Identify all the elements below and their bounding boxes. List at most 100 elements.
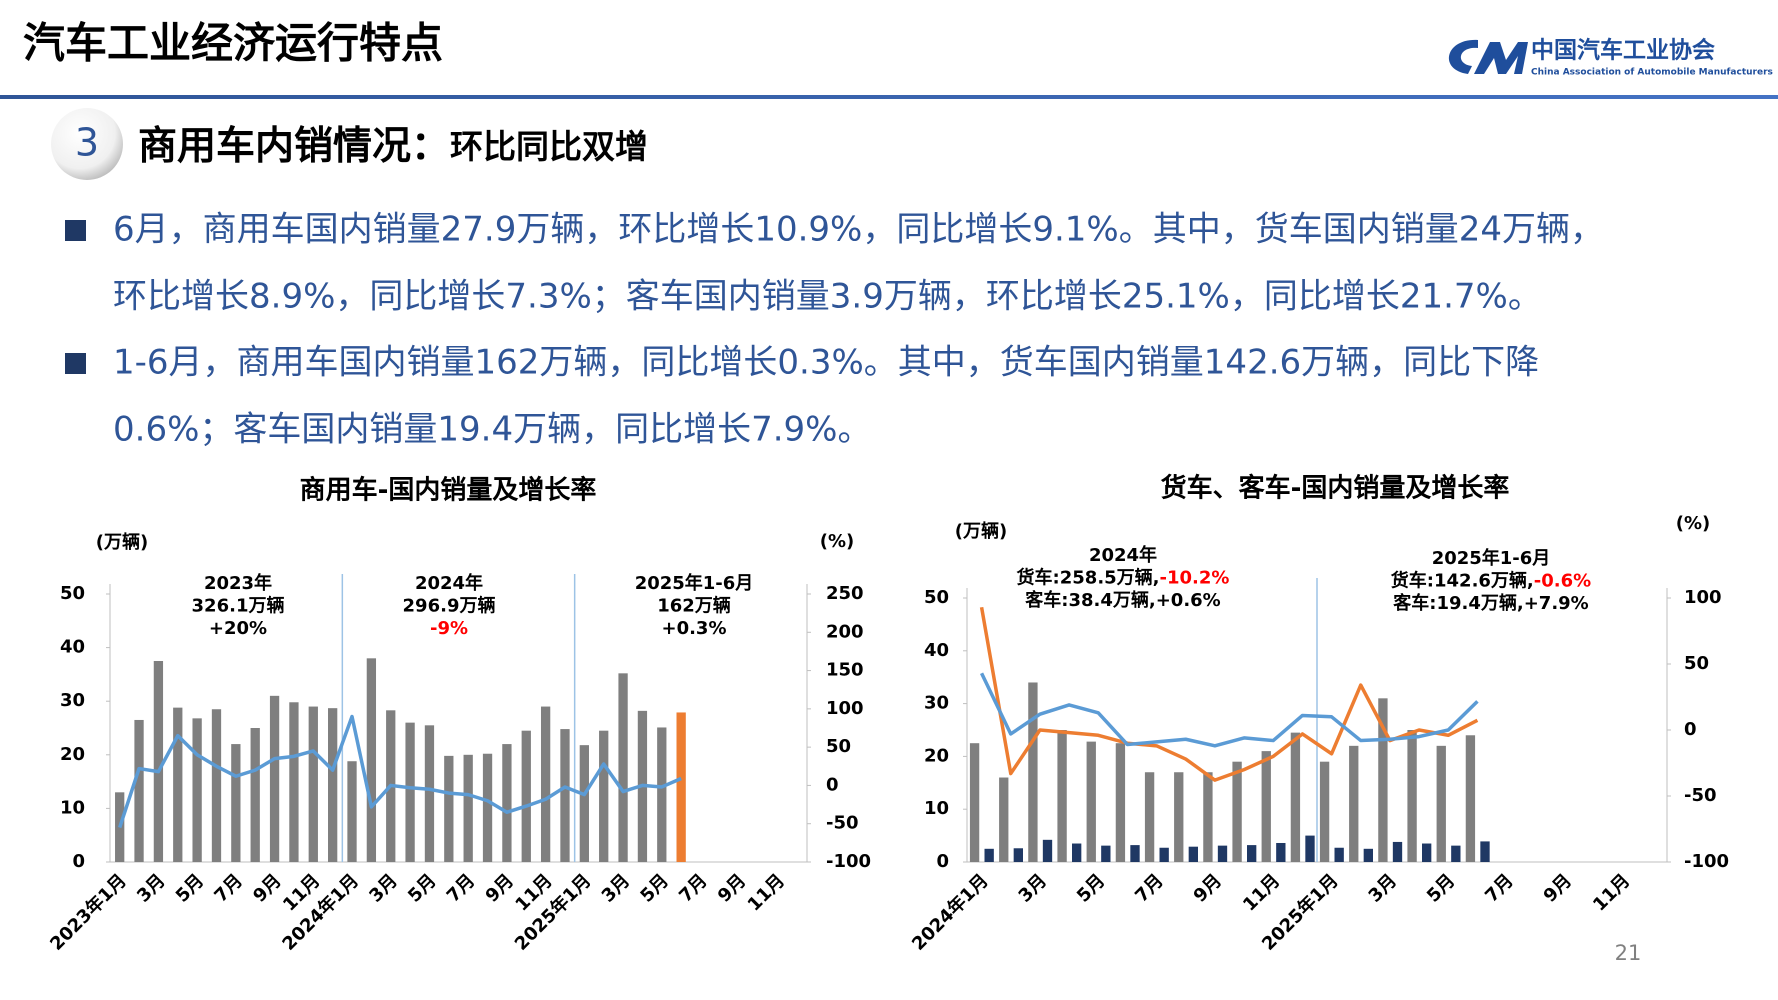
annotation-text: 2024年: [415, 572, 483, 594]
bar: [502, 744, 512, 862]
bar: [1217, 845, 1228, 862]
bullet-line: 0.6%；客车国内销量19.4万辆，同比增长7.9%。: [113, 410, 871, 450]
annotation-line: 2024年: [415, 572, 483, 594]
bar: [1305, 835, 1315, 862]
x-tick-label: 5月: [1073, 870, 1109, 906]
bar: [521, 730, 531, 862]
x-tick-label: 7月: [443, 870, 479, 906]
y2-tick-label: 100: [826, 698, 864, 719]
annotation-line: 货车:258.5万辆,-10.2%: [1017, 567, 1230, 589]
chart-title: 商用车-国内销量及增长率: [300, 475, 597, 506]
bar: [482, 753, 493, 862]
x-tick-label: 3月: [133, 870, 169, 906]
x-tick-label: 5月: [404, 870, 440, 906]
y-axis-label: (万辆): [955, 520, 1007, 542]
bar: [1042, 839, 1053, 862]
bar: [1261, 751, 1271, 862]
y2-tick-label: 250: [826, 583, 864, 604]
x-tick-label: 5月: [1423, 870, 1459, 906]
bar: [308, 706, 318, 862]
bar: [1188, 846, 1198, 862]
y-tick-label: 30: [60, 690, 85, 711]
annotation-text: 2024年: [1089, 544, 1157, 566]
logo-mark: [1448, 39, 1528, 74]
x-tick-label: 7月: [1131, 870, 1167, 906]
annotation-line: +20%: [209, 618, 267, 639]
y2-tick-label: -50: [826, 813, 859, 834]
x-tick-label: 5月: [636, 870, 672, 906]
x-tick-label: 5月: [172, 870, 208, 906]
page-title: 汽车工业经济运行特点: [23, 19, 443, 68]
bar: [192, 718, 202, 862]
bar: [134, 719, 144, 862]
bar: [289, 702, 299, 862]
bar: [1363, 848, 1373, 862]
bar: [211, 709, 222, 862]
annotation-line: 296.9万辆: [403, 595, 496, 617]
org-name: 中国汽车工业协会: [1531, 37, 1715, 64]
annotation-text: +20%: [209, 618, 267, 639]
bar: [405, 722, 415, 862]
annotation-text: 货车:258.5万辆,: [1017, 567, 1160, 589]
y-tick-label: 40: [924, 640, 949, 661]
annotation-line: -9%: [430, 618, 468, 639]
y2-axis-label: (%): [1676, 513, 1711, 534]
bar: [1159, 847, 1169, 862]
bar: [366, 658, 377, 862]
bullet-marker: [65, 220, 86, 241]
bar: [1451, 845, 1461, 862]
annotation-text: 货车:142.6万辆,: [1391, 570, 1534, 592]
y2-tick-label: 100: [1684, 587, 1722, 608]
bullet-line: 环比增长8.9%，同比增长7.3%；客车国内销量3.9万辆，环比增长25.1%，…: [113, 277, 1542, 317]
bar: [1203, 772, 1213, 862]
bar: [463, 754, 473, 862]
section-title: 商用车内销情况：: [138, 124, 450, 169]
annotation-line: 326.1万辆: [192, 595, 285, 617]
annotation-line: 客车:19.4万辆,+7.9%: [1393, 592, 1588, 614]
annotation-text: 326.1万辆: [192, 595, 285, 617]
annotation-text: 2025年1-6月: [1432, 547, 1551, 569]
section-number: 3: [75, 121, 99, 165]
bar: [984, 848, 994, 862]
y2-tick-label: 50: [1684, 653, 1709, 674]
annotation-text: 2025年1-6月: [635, 572, 754, 594]
y2-axis-label: (%): [820, 531, 855, 552]
x-tick-label: 9月: [1190, 870, 1226, 906]
annotation-line: 2025年1-6月: [635, 572, 754, 594]
bar: [1422, 843, 1432, 862]
x-tick-label: 3月: [365, 870, 401, 906]
annotation-line: 162万辆: [657, 595, 731, 617]
x-tick-label: 7月: [675, 870, 711, 906]
y2-tick-label: -100: [826, 851, 871, 872]
bar: [999, 777, 1009, 862]
bar: [1480, 841, 1490, 862]
y-tick-label: 30: [924, 693, 949, 714]
bar: [1232, 761, 1242, 862]
bar: [599, 730, 609, 862]
bar: [540, 706, 551, 862]
line-series: [980, 672, 1479, 748]
bar: [1436, 745, 1446, 862]
bar: [1130, 845, 1140, 862]
x-tick-label: 3月: [598, 870, 634, 906]
bar: [1028, 682, 1038, 862]
page-number: 21: [1615, 941, 1642, 965]
bar: [1072, 843, 1082, 862]
x-tick-label: 2023年1月: [45, 870, 130, 955]
line-series: [979, 606, 1479, 782]
bar: [657, 727, 667, 862]
bar: [1086, 741, 1096, 862]
bar: [328, 708, 338, 862]
y2-tick-label: 0: [826, 774, 839, 795]
section-heading: 商用车内销情况：环比同比双增: [138, 124, 648, 169]
bar: [1349, 745, 1359, 862]
y2-tick-label: 0: [1684, 719, 1697, 740]
bar: [1013, 848, 1023, 862]
bar: [1276, 842, 1286, 862]
bar: [1319, 761, 1330, 862]
bar: [1378, 698, 1388, 862]
y-tick-label: 50: [60, 583, 85, 604]
y-tick-label: 50: [924, 587, 949, 608]
y-tick-label: 40: [60, 637, 85, 658]
